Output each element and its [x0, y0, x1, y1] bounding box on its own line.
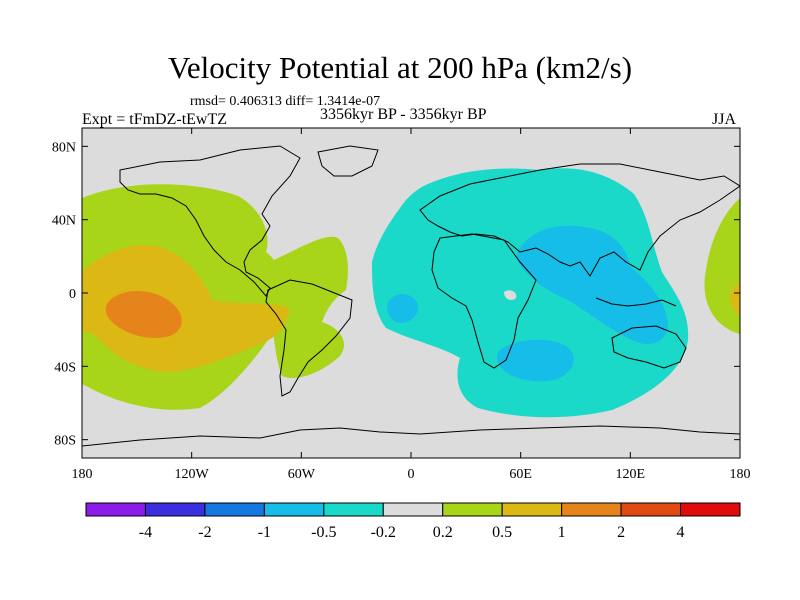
coast-africa	[431, 233, 537, 369]
colorbar-label: -2	[198, 524, 211, 541]
colorbar-swatch	[620, 502, 682, 517]
contour-pacific-mid	[82, 245, 290, 372]
colorbar-swatch	[204, 502, 265, 517]
coast-indonesia	[595, 297, 677, 307]
colorbar-swatch	[561, 502, 622, 517]
coast-north-america	[119, 145, 301, 297]
x-tick-label: 60E	[509, 467, 532, 482]
coast-australia	[611, 325, 687, 369]
contour-east-atlantic-core	[387, 293, 419, 323]
colorbar-swatch	[323, 502, 384, 517]
y-tick-label: 80S	[54, 434, 76, 449]
colorbar-label: 4	[677, 524, 685, 541]
x-tick-label: 60W	[288, 467, 316, 482]
colorbar-label: -0.5	[311, 524, 336, 541]
contour-fill-layer	[82, 168, 740, 418]
colorbar-swatch	[144, 502, 206, 517]
colorbar-label: 0.2	[433, 524, 453, 541]
coast-europe-asia	[419, 163, 740, 277]
contour-pacific-core	[105, 291, 182, 339]
colorbar-swatch	[501, 502, 563, 517]
chart-title: Velocity Potential at 200 hPa (km2/s)	[167, 50, 633, 85]
experiment-label: Expt = tFmDZ-tEwTZ	[82, 111, 228, 128]
colorbar-label: 1	[558, 524, 566, 541]
coast-antarctica	[82, 425, 740, 447]
colorbar-swatch	[85, 502, 146, 517]
colorbar-swatch	[680, 502, 741, 517]
y-tick-label: 80N	[52, 140, 76, 155]
contour-asia-core	[516, 225, 668, 344]
colorbar-swatch	[263, 502, 325, 517]
coastlines	[82, 145, 740, 447]
colorbar: -4 -2 -1 -0.5 -0.2 0.2 0.5 1 2 4	[85, 502, 741, 541]
rmsd-label: rmsd= 0.406313 diff= 1.3414e-07	[190, 94, 381, 109]
x-tick-label: 120W	[175, 467, 210, 482]
y-tick-label: 0	[69, 287, 76, 302]
y-tick-label: 40S	[54, 360, 76, 375]
axis-ticks: 180 120W 60W 0 60E 120E 180 80N 40N 0 40S 80S	[52, 128, 751, 482]
contour-dateline-core	[730, 282, 740, 316]
colorbar-swatch	[382, 502, 444, 517]
x-tick-label: 180	[730, 467, 751, 482]
colorbar-label: 0.5	[492, 524, 512, 541]
colorbar-label: -1	[258, 524, 271, 541]
colorbar-label: -0.2	[371, 524, 396, 541]
coast-greenland	[317, 145, 379, 177]
x-tick-label: 180	[72, 467, 93, 482]
x-tick-label: 0	[408, 467, 415, 482]
colorbar-swatch	[442, 502, 503, 517]
colorbar-label: -4	[139, 524, 152, 541]
coast-south-america	[265, 279, 353, 397]
colorbar-label: 2	[617, 524, 625, 541]
contour-south-indian-core	[497, 339, 574, 382]
y-tick-label: 40N	[52, 214, 76, 229]
period-label: 3356kyr BP - 3356kyr BP	[320, 106, 487, 123]
contour-sahara-gap	[504, 290, 517, 300]
season-label: JJA	[712, 111, 737, 128]
x-tick-label: 120E	[616, 467, 646, 482]
contour-eastern-negative	[372, 168, 689, 418]
